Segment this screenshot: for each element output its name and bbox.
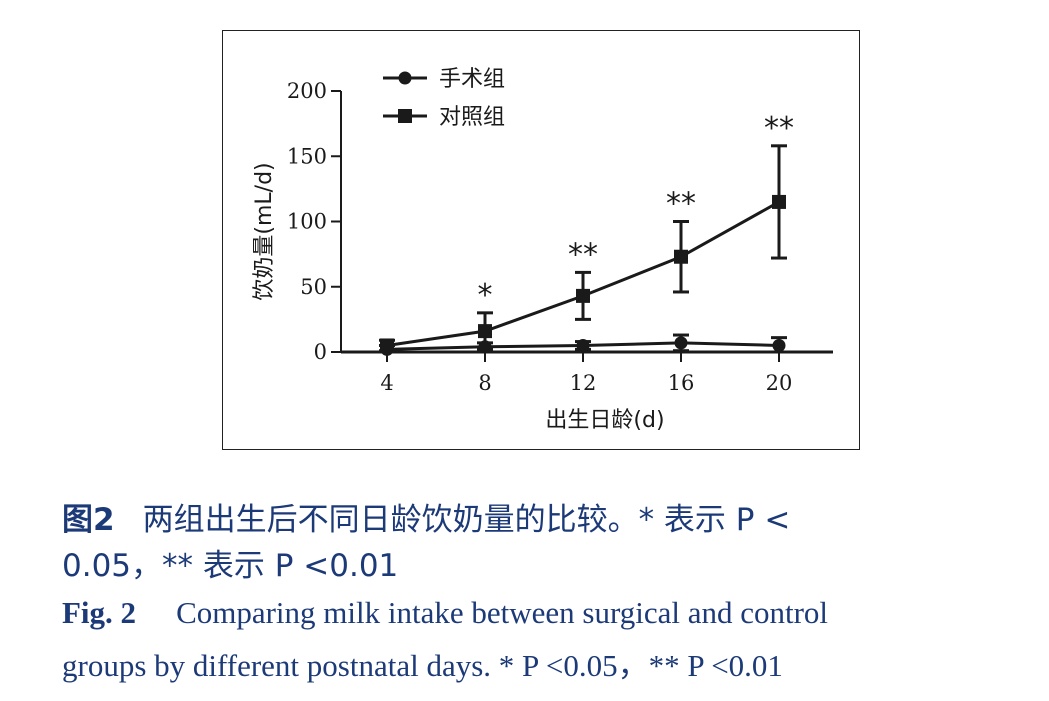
y-tick-label: 50 — [300, 275, 327, 299]
caption-cn-line-1: 图2 两组出生后不同日龄饮奶量的比较。* 表示 P < — [62, 494, 790, 539]
data-point-square — [478, 324, 492, 339]
caption-cn-line-2: 0.05，** 表示 P <0.01 — [62, 540, 398, 585]
caption-en-text-1: Comparing milk intake between surgical a… — [176, 595, 829, 630]
caption-cn-figure-label: 图2 — [62, 502, 115, 538]
legend-marker-circle — [398, 71, 412, 85]
x-tick-label: 20 — [766, 371, 793, 395]
x-axis-title: 出生日龄(d) — [545, 408, 664, 433]
x-tick-label: 16 — [668, 371, 695, 395]
y-tick-label: 0 — [314, 340, 327, 364]
caption-en-text-2: groups by different postnatal days. * P … — [62, 648, 783, 683]
data-point-square — [772, 194, 786, 209]
caption-cn-text-2: 0.05，** 表示 P <0.01 — [62, 548, 399, 584]
x-tick-label: 4 — [380, 371, 393, 395]
data-point-square — [674, 249, 688, 264]
y-tick-label: 200 — [287, 79, 327, 103]
data-point-square — [576, 288, 590, 303]
data-point-circle — [674, 336, 688, 350]
data-point-square — [380, 338, 394, 353]
y-tick-label: 150 — [287, 144, 327, 168]
caption-cn-text-1: 两组出生后不同日龄饮奶量的比较。* 表示 P < — [142, 502, 791, 538]
caption-en-figure-label: Fig. 2 — [62, 595, 137, 630]
caption-en-line-2: groups by different postnatal days. * P … — [62, 640, 783, 685]
legend-marker-square — [398, 109, 412, 123]
y-tick-label: 100 — [287, 210, 327, 234]
significance-marker: ** — [666, 187, 696, 222]
significance-marker: ** — [764, 111, 794, 146]
chart-frame: 0 50 100 150 200 4 8 12 16 20 出生日龄(d) 饮奶量(mL/d) * ** *… — [222, 30, 860, 450]
data-point-circle — [772, 338, 786, 352]
legend-label: 对照组 — [439, 105, 505, 130]
significance-marker: * — [478, 278, 493, 313]
significance-marker: ** — [568, 237, 598, 272]
data-point-circle — [576, 338, 590, 352]
legend-label: 手术组 — [439, 67, 505, 92]
caption-en-line-1: Fig. 2 Comparing milk intake between surg… — [62, 595, 828, 631]
y-axis-title: 饮奶量(mL/d) — [252, 162, 277, 300]
x-tick-label: 8 — [478, 371, 491, 395]
x-tick-label: 12 — [570, 371, 597, 395]
